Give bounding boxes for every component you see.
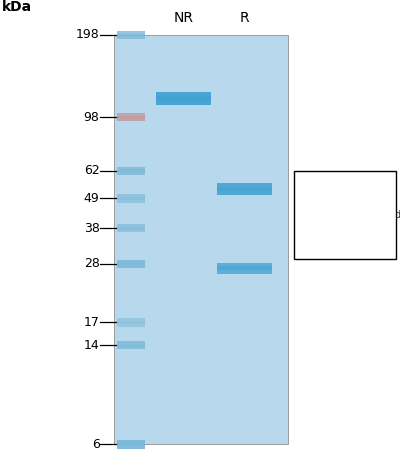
Text: 49: 49: [84, 192, 100, 205]
Text: 62: 62: [84, 164, 100, 177]
Text: 6: 6: [92, 438, 100, 451]
Text: 14: 14: [84, 339, 100, 352]
Text: 2.5 µg loading: 2.5 µg loading: [299, 184, 377, 194]
Text: 198: 198: [76, 28, 100, 41]
Text: 98: 98: [84, 111, 100, 124]
Text: 17: 17: [84, 316, 100, 329]
Text: NR: NR: [174, 11, 194, 25]
Text: 28: 28: [84, 257, 100, 270]
Text: R: R: [240, 11, 249, 25]
Text: 38: 38: [84, 222, 100, 235]
Text: R = Reduced: R = Reduced: [299, 236, 370, 246]
Text: NR = Non-reduced: NR = Non-reduced: [299, 210, 400, 220]
Text: kDa: kDa: [2, 0, 32, 14]
